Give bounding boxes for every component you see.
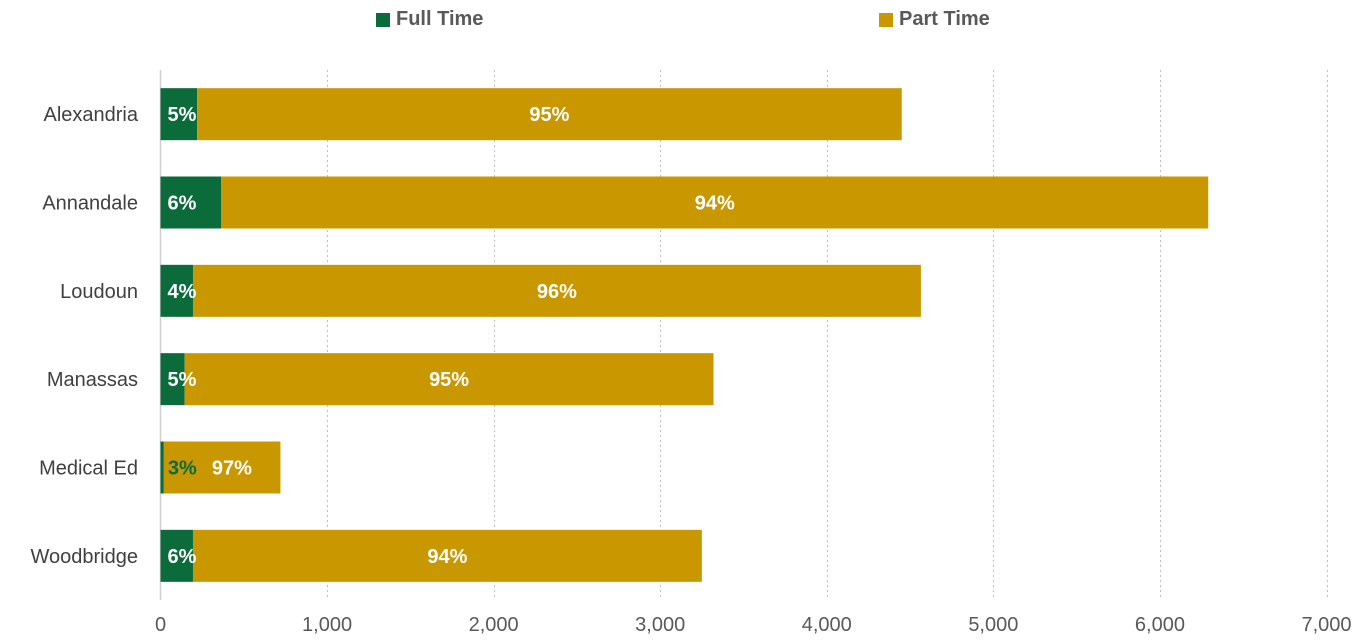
legend-label-part-time: Part Time xyxy=(899,8,990,30)
bar-part-time xyxy=(221,176,1209,229)
bar-full-time xyxy=(160,264,193,317)
legend-label-full-time: Full Time xyxy=(396,8,484,30)
bar-full-time xyxy=(160,176,222,229)
x-tick-label: 2,000 xyxy=(469,614,519,636)
bar-part-time xyxy=(197,88,902,141)
category-label: Woodbridge xyxy=(31,546,138,568)
data-label-part-time: 94% xyxy=(427,546,467,568)
x-tick-label: 1,000 xyxy=(302,614,352,636)
legend-item-full-time: Full Time xyxy=(376,8,483,31)
bar-part-time xyxy=(184,353,714,406)
data-label-full-time: 6% xyxy=(168,193,197,215)
category-label: Medical Ed xyxy=(39,458,138,480)
data-label-full-time: 5% xyxy=(168,369,197,391)
bar-full-time xyxy=(160,441,164,494)
x-tick-label: 6,000 xyxy=(1135,614,1185,636)
data-label-part-time: 95% xyxy=(429,369,469,391)
bar-part-time xyxy=(192,264,921,317)
data-label-part-time: 96% xyxy=(537,281,577,303)
category-label: Manassas xyxy=(47,369,138,391)
category-label: Annandale xyxy=(42,193,138,215)
data-label-part-time: 94% xyxy=(695,193,735,215)
legend: Full Time Part Time xyxy=(0,8,1371,36)
x-tick-label: 7,000 xyxy=(1301,614,1351,636)
x-tick-label: 0 xyxy=(155,614,166,636)
legend-swatch-full-time xyxy=(376,12,390,27)
legend-swatch-part-time xyxy=(879,12,893,27)
data-label-full-time: 6% xyxy=(168,546,197,568)
data-label-part-time: 97% xyxy=(212,458,252,480)
legend-item-part-time: Part Time xyxy=(879,8,990,31)
data-label-full-time: 4% xyxy=(168,281,197,303)
data-label-part-time: 95% xyxy=(529,104,569,126)
bar-full-time xyxy=(160,353,185,406)
data-label-full-time: 3% xyxy=(168,458,197,480)
bar-full-time xyxy=(160,529,193,582)
category-label: Loudoun xyxy=(60,281,138,303)
data-label-full-time: 5% xyxy=(168,104,197,126)
x-tick-label: 3,000 xyxy=(635,614,685,636)
bar-part-time xyxy=(192,529,702,582)
bar-part-time xyxy=(163,441,281,494)
bar-full-time xyxy=(160,88,198,141)
x-tick-label: 4,000 xyxy=(802,614,852,636)
category-label: Alexandria xyxy=(43,104,138,126)
x-tick-label: 5,000 xyxy=(968,614,1018,636)
